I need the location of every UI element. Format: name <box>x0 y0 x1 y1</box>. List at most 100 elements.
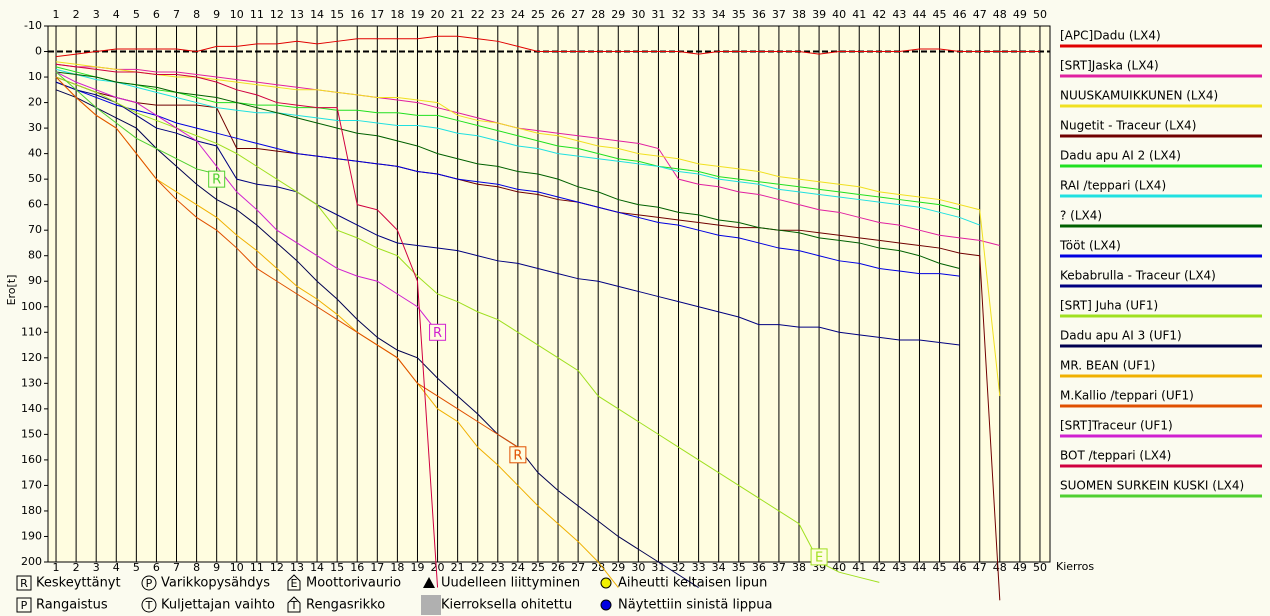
y-tick-label: 190 <box>21 529 42 542</box>
x-tick-label: 13 <box>290 8 304 21</box>
series-line <box>55 76 519 448</box>
x-tick-label: 17 <box>370 561 384 574</box>
annotation-label: R <box>433 326 442 341</box>
x-tick-label: 46 <box>953 561 967 574</box>
annotation-box <box>509 446 527 464</box>
x-tick-label: 12 <box>270 561 284 574</box>
series-line <box>55 81 960 346</box>
x-axis-label: Kierros <box>1056 560 1094 573</box>
x-tick-label: 45 <box>933 8 947 21</box>
y-tick-label: 10 <box>28 70 42 83</box>
x-tick-label: 16 <box>350 561 364 574</box>
legend-label: [APC]Dadu (LX4) <box>1060 29 1161 43</box>
x-tick-label: 34 <box>712 561 726 574</box>
x-tick-label: 7 <box>173 561 180 574</box>
y-tick-label: 180 <box>21 504 42 517</box>
x-tick-label: 9 <box>213 8 220 21</box>
annotation-box <box>429 323 447 341</box>
x-tick-label: 48 <box>993 561 1007 574</box>
legend-label: [SRT] Juha (UF1) <box>1060 299 1158 313</box>
x-tick-label: 14 <box>310 561 324 574</box>
x-tick-label: 15 <box>330 8 344 21</box>
legend-symbol <box>423 577 435 588</box>
x-tick-label: 37 <box>772 561 786 574</box>
x-tick-label: 41 <box>852 561 866 574</box>
x-tick-label: 3 <box>93 8 100 21</box>
legend-label: Kebabrulla - Traceur (LX4) <box>1060 269 1216 283</box>
x-tick-label: 16 <box>350 8 364 21</box>
x-tick-label: 42 <box>872 561 886 574</box>
x-tick-label: 15 <box>330 561 344 574</box>
legend-text: Näytettiin sinistä lippua <box>618 598 772 613</box>
legend-label: Dadu apu AI 3 (UF1) <box>1060 329 1182 343</box>
y-axis-label: Ero[t] <box>5 275 18 306</box>
y-tick-label: 40 <box>28 147 42 160</box>
legend-text: Moottorivaurio <box>306 576 401 591</box>
x-tick-label: 1 <box>53 561 60 574</box>
x-tick-label: 50 <box>1033 561 1047 574</box>
x-tick-label: 4 <box>113 561 120 574</box>
x-tick-label: 22 <box>471 561 485 574</box>
y-tick-label: -10 <box>24 19 42 32</box>
x-tick-label: 6 <box>153 8 160 21</box>
x-tick-label: 24 <box>511 561 525 574</box>
x-tick-label: 4 <box>113 8 120 21</box>
y-tick-label: 110 <box>21 325 42 338</box>
x-tick-label: 50 <box>1033 8 1047 21</box>
series-line <box>55 61 1001 397</box>
legend-label: Nugetit - Traceur (LX4) <box>1060 119 1196 133</box>
x-tick-label: 10 <box>230 8 244 21</box>
annotation-label: E <box>815 550 823 565</box>
x-tick-label: 33 <box>692 8 706 21</box>
x-tick-label: 10 <box>230 561 244 574</box>
legend-label: BOT /teppari (LX4) <box>1060 449 1171 463</box>
x-tick-label: 18 <box>390 561 404 574</box>
legend-label: [SRT]Traceur (UF1) <box>1060 419 1173 433</box>
series-line <box>55 71 438 333</box>
legend-symbol-letter: E <box>291 577 298 590</box>
x-tick-label: 44 <box>912 8 926 21</box>
series-line <box>55 71 217 175</box>
x-tick-label: 8 <box>193 561 200 574</box>
x-tick-label: 19 <box>410 8 424 21</box>
y-tick-label: 20 <box>28 96 42 109</box>
y-tick-label: 150 <box>21 427 42 440</box>
series-line <box>55 63 1000 246</box>
x-tick-label: 2 <box>73 561 80 574</box>
x-tick-label: 43 <box>892 561 906 574</box>
x-tick-label: 5 <box>133 561 140 574</box>
annotation-box <box>810 548 828 566</box>
x-tick-label: 23 <box>491 8 505 21</box>
x-tick-label: 29 <box>611 561 625 574</box>
legend-label: [SRT]Jaska (LX4) <box>1060 59 1159 73</box>
x-tick-label: 43 <box>892 8 906 21</box>
annotation-label: R <box>212 173 221 188</box>
series-line <box>55 71 960 269</box>
y-tick-label: 200 <box>21 555 42 568</box>
series-line <box>55 76 880 583</box>
x-tick-label: 25 <box>531 8 545 21</box>
x-tick-label: 26 <box>551 8 565 21</box>
legend-symbol-letter: R <box>20 577 28 590</box>
legend-symbol <box>600 599 612 611</box>
x-tick-label: 40 <box>832 8 846 21</box>
x-tick-label: 36 <box>752 561 766 574</box>
legend-label: ? (LX4) <box>1060 209 1102 223</box>
x-tick-label: 38 <box>792 8 806 21</box>
series-line <box>55 81 960 277</box>
x-tick-label: 45 <box>933 561 947 574</box>
x-tick-label: 42 <box>872 8 886 21</box>
legend-text: Uudelleen liittyminen <box>441 576 580 591</box>
x-tick-label: 35 <box>732 8 746 21</box>
x-tick-label: 24 <box>511 8 525 21</box>
series-line <box>55 68 980 226</box>
legend-symbol-letter: T <box>290 599 298 612</box>
series-line <box>55 66 960 211</box>
legend-symbol <box>16 597 32 613</box>
y-tick-label: 70 <box>28 223 42 236</box>
y-tick-label: 170 <box>21 478 42 491</box>
legend-symbol <box>421 595 441 615</box>
annotation-box <box>208 170 226 188</box>
x-tick-label: 32 <box>672 561 686 574</box>
x-tick-label: 12 <box>270 8 284 21</box>
